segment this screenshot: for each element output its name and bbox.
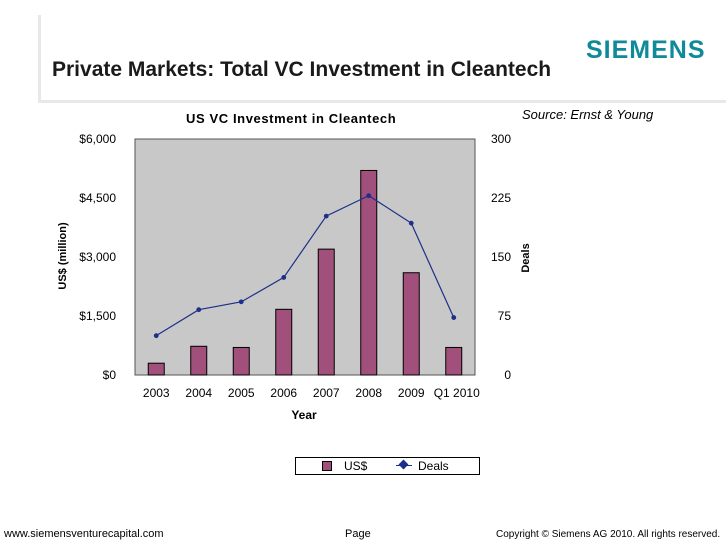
plot-area xyxy=(134,138,476,376)
y-tick-label: $3,000 xyxy=(79,250,116,264)
chart-title: US VC Investment in Cleantech xyxy=(186,111,397,126)
deals-line xyxy=(155,194,455,337)
page-title: Private Markets: Total VC Investment in … xyxy=(52,58,552,81)
y-axis-title: US$ (million) xyxy=(57,222,69,290)
y2-tick-label: 300 xyxy=(491,132,511,146)
footer-url[interactable]: www.siemensventurecapital.com xyxy=(4,528,164,540)
deals-point-q1-2010 xyxy=(451,315,457,320)
bar-2004 xyxy=(190,345,208,376)
deals-point-2008 xyxy=(366,193,372,199)
deals-point-2007 xyxy=(323,213,329,219)
y2-tick-label: 75 xyxy=(498,309,512,323)
y-tick-label: $0 xyxy=(103,368,117,382)
y2-tick-label: 225 xyxy=(491,191,511,205)
deals-point-2004 xyxy=(196,307,202,313)
x-tick-label: 2009 xyxy=(398,386,425,400)
chart-legend: US$ Deals xyxy=(295,457,480,475)
bar-2006 xyxy=(275,308,293,376)
bar-q1-2010 xyxy=(445,346,463,376)
x-tick-label: 2003 xyxy=(143,386,170,400)
bar-2009 xyxy=(402,272,420,376)
y2-tick-label: 0 xyxy=(504,368,511,382)
x-tick-label: 2004 xyxy=(185,386,212,400)
title-rule-vertical xyxy=(38,15,41,103)
y-tick-label: $1,500 xyxy=(79,309,116,323)
bar-2008 xyxy=(360,169,378,376)
y2-axis-title: Deals xyxy=(520,243,532,272)
x-tick-label: 2008 xyxy=(355,386,382,400)
x-axis-title: Year xyxy=(291,408,317,422)
title-rule-horizontal xyxy=(38,100,726,103)
x-tick-label: 2006 xyxy=(270,386,297,400)
y2-tick-label: 150 xyxy=(491,250,511,264)
legend-label-deals: Deals xyxy=(418,459,449,473)
deals-point-2003 xyxy=(153,333,159,339)
siemens-logo: SIEMENS xyxy=(586,36,706,64)
y-tick-label: $6,000 xyxy=(79,132,116,146)
bar-2007 xyxy=(317,248,335,376)
legend-swatch-deals-marker xyxy=(398,459,409,470)
y-tick-label: $4,500 xyxy=(79,191,116,205)
legend-label-usd: US$ xyxy=(344,459,368,473)
x-tick-label: Q1 2010 xyxy=(434,386,480,400)
bar-2003 xyxy=(147,362,165,376)
source-note: Source: Ernst & Young xyxy=(522,107,654,122)
x-tick-label: 2007 xyxy=(313,386,340,400)
footer-page-label: Page xyxy=(345,528,371,540)
deals-point-2009 xyxy=(408,220,414,226)
legend-swatch-usd xyxy=(322,461,332,471)
deals-point-2006 xyxy=(281,275,287,280)
x-tick-label: 2005 xyxy=(228,386,255,400)
deals-point-2005 xyxy=(238,299,244,305)
footer-copyright: Copyright © Siemens AG 2010. All rights … xyxy=(496,529,721,540)
bar-2005 xyxy=(232,346,250,376)
